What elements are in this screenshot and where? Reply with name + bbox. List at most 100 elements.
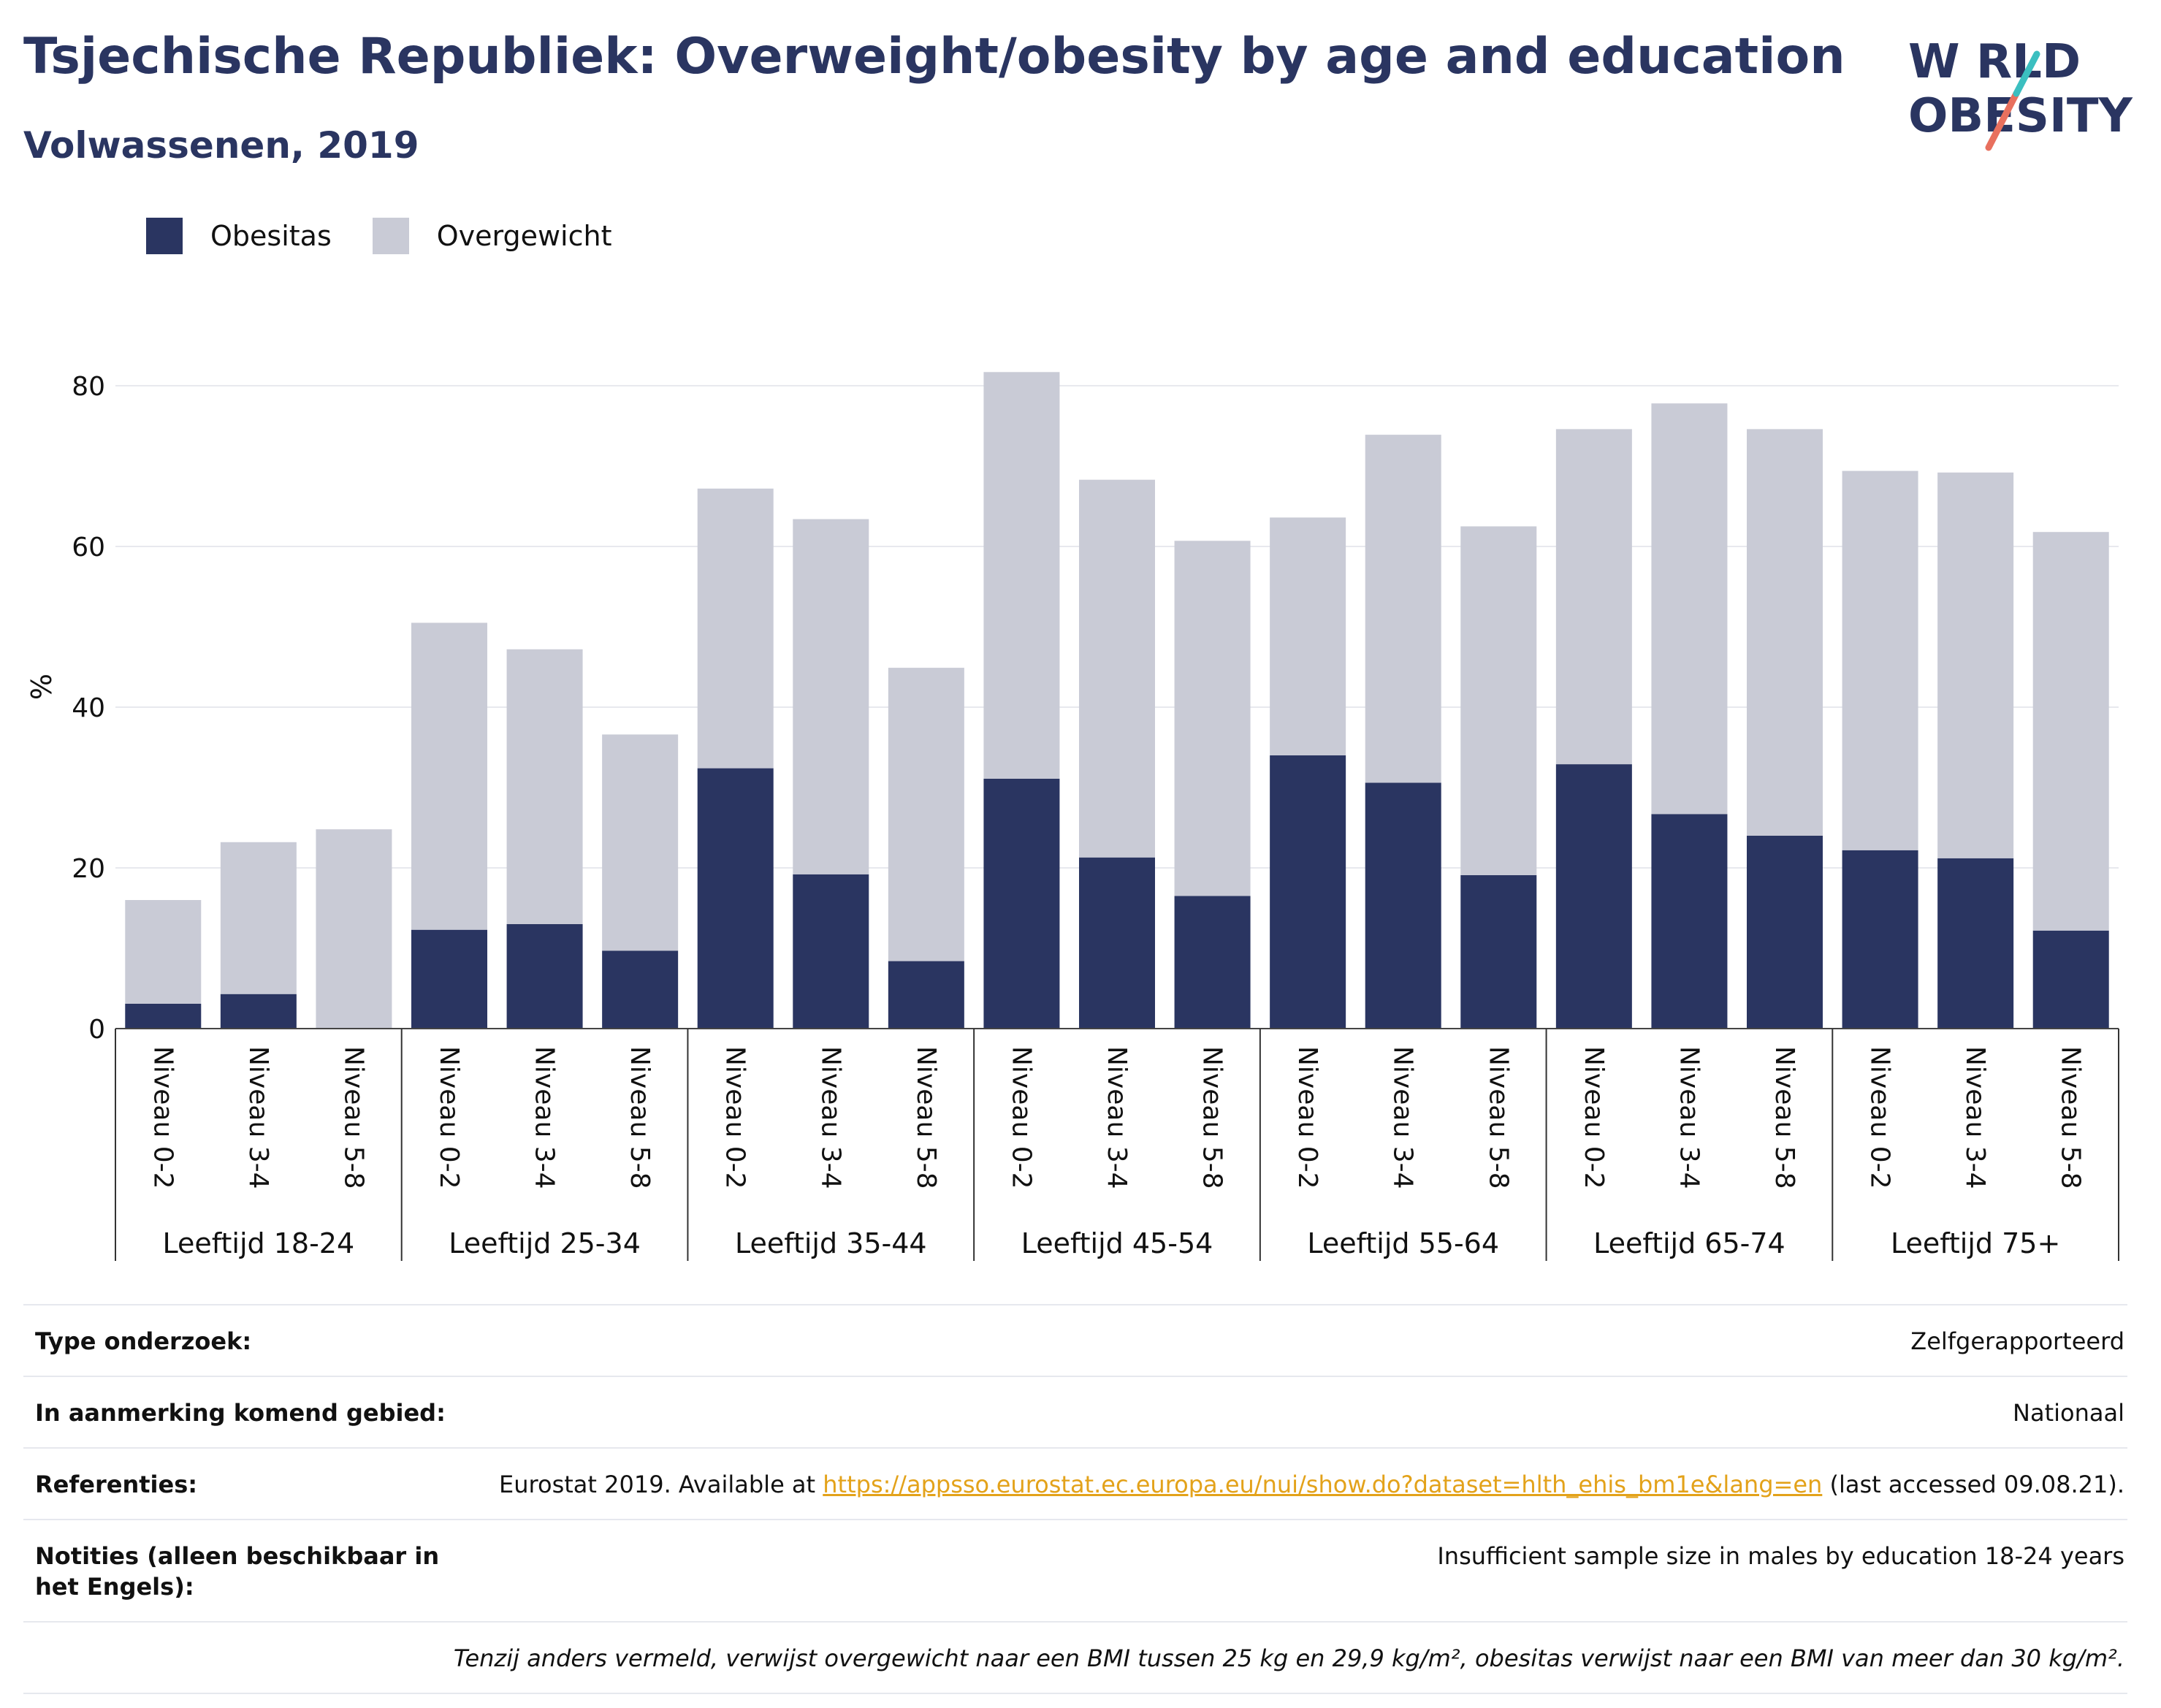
- x-tick-label: Niveau 5-8: [1483, 1046, 1513, 1189]
- bar-obesitas: [1365, 782, 1441, 1029]
- info-row-survey-type: Type onderzoek: Zelfgerapporteerd: [23, 1304, 2127, 1376]
- bar-overgewicht: [506, 649, 583, 924]
- x-tick-label: Niveau 0-2: [1292, 1046, 1322, 1189]
- y-axis-label: %: [26, 674, 58, 700]
- x-tick-label: Niveau 5-8: [2056, 1046, 2086, 1189]
- bar-overgewicht: [1747, 429, 1823, 836]
- x-tick-label: Niveau 0-2: [1579, 1046, 1609, 1189]
- info-label: In aanmerking komend gebied:: [35, 1399, 446, 1427]
- x-tick-label: Niveau 0-2: [148, 1046, 178, 1189]
- x-tick-label: Niveau 0-2: [1006, 1046, 1036, 1189]
- bar-overgewicht: [1842, 470, 1918, 850]
- legend-label-obesitas: Obesitas: [210, 220, 332, 252]
- x-tick-label: Niveau 3-4: [1102, 1046, 1132, 1189]
- bar-overgewicht: [793, 519, 869, 874]
- info-value: Insufficient sample size in males by edu…: [1437, 1542, 2124, 1570]
- bar-overgewicht: [316, 829, 392, 1029]
- group-label: Leeftijd 55-64: [1307, 1227, 1499, 1259]
- bar-overgewicht: [1555, 429, 1632, 765]
- bar-overgewicht: [1651, 403, 1728, 815]
- bar-obesitas: [1079, 857, 1155, 1029]
- bar-obesitas: [1747, 836, 1823, 1029]
- stacked-bar-chart: 0 20 40 60 80% Niveau 0-2 Niveau 3-4 Niveau 5-8…: [26, 372, 2119, 1261]
- legend-swatch-overgewicht: [372, 218, 409, 254]
- x-tick-label: Niveau 0-2: [1865, 1046, 1895, 1189]
- bar-overgewicht: [1270, 517, 1346, 755]
- legend-item-overgewicht[interactable]: Overgewicht: [372, 218, 612, 254]
- bar-overgewicht: [411, 622, 487, 930]
- group-label: Leeftijd 45-54: [1021, 1227, 1213, 1259]
- y-tick-label: 60: [72, 533, 105, 563]
- info-row-footnote: Tenzij anders vermeld, verwijst overgewi…: [23, 1621, 2127, 1694]
- bar-overgewicht: [983, 372, 1060, 779]
- bar-obesitas: [125, 1003, 202, 1029]
- bar-overgewicht: [888, 668, 964, 961]
- footnote: Tenzij anders vermeld, verwijst overgewi…: [453, 1644, 2124, 1672]
- bar-obesitas: [2032, 930, 2109, 1029]
- group-label: Leeftijd 65-74: [1593, 1227, 1785, 1259]
- reference-link[interactable]: https://appsso.eurostat.ec.europa.eu/nui…: [823, 1471, 1823, 1498]
- logo-slash-teal: [2013, 50, 2040, 97]
- x-tick-label: Niveau 3-4: [1674, 1046, 1704, 1189]
- logo-line1: W RLD: [1908, 35, 2081, 89]
- info-value: Nationaal: [2013, 1399, 2124, 1427]
- bar-obesitas: [1555, 764, 1632, 1029]
- y-tick-label: 20: [72, 854, 105, 884]
- bar-obesitas: [888, 961, 964, 1029]
- group-label: Leeftijd 25-34: [449, 1227, 641, 1259]
- bar-obesitas: [983, 778, 1060, 1029]
- info-table: Type onderzoek: Zelfgerapporteerd In aan…: [23, 1304, 2127, 1694]
- legend-label-overgewicht: Overgewicht: [436, 220, 612, 252]
- info-row-area: In aanmerking komend gebied: Nationaal: [23, 1376, 2127, 1447]
- group-label: Leeftijd 75+: [1891, 1227, 2060, 1259]
- bar-overgewicht: [602, 734, 679, 951]
- y-tick-label: 40: [72, 693, 105, 723]
- bar-overgewicht: [697, 488, 774, 769]
- info-value: Zelfgerapporteerd: [1910, 1327, 2124, 1355]
- x-tick-label: Niveau 3-4: [815, 1046, 845, 1189]
- bar-overgewicht: [2032, 532, 2109, 931]
- bar-obesitas: [1842, 850, 1918, 1029]
- bar-obesitas: [1174, 896, 1251, 1029]
- info-row-notes: Notities (alleen beschikbaar in het Enge…: [23, 1519, 2127, 1621]
- info-row-references: Referenties: Eurostat 2019. Available at…: [23, 1447, 2127, 1519]
- group-label: Leeftijd 35-44: [735, 1227, 927, 1259]
- logo-line2: OBESITY: [1908, 89, 2133, 143]
- bar-obesitas: [506, 924, 583, 1029]
- legend-swatch-obesitas: [146, 218, 183, 254]
- y-tick-label: 80: [72, 372, 105, 402]
- world-obesity-logo: W RLD OBESITY: [1908, 35, 2133, 151]
- x-tick-label: Niveau 3-4: [1960, 1046, 1990, 1189]
- logo-slash-coral: [1985, 90, 2020, 151]
- y-tick-label: 0: [88, 1015, 105, 1045]
- bar-overgewicht: [220, 842, 297, 994]
- bar-obesitas: [602, 950, 679, 1029]
- info-label: Notities (alleen beschikbaar in het Enge…: [35, 1542, 440, 1601]
- chart-legend: Obesitas Overgewicht: [146, 218, 653, 254]
- bar-obesitas: [793, 874, 869, 1029]
- x-tick-label: Niveau 5-8: [625, 1046, 655, 1189]
- info-label: Type onderzoek:: [35, 1327, 252, 1355]
- bar-obesitas: [1270, 755, 1346, 1029]
- bar-overgewicht: [1174, 541, 1251, 896]
- bar-overgewicht: [125, 900, 202, 1004]
- info-value: Eurostat 2019. Available at https://apps…: [488, 1469, 2127, 1500]
- bar-obesitas: [220, 994, 297, 1029]
- page-subtitle: Volwassenen, 2019: [23, 124, 419, 167]
- bar-overgewicht: [1937, 472, 2014, 858]
- x-tick-label: Niveau 5-8: [338, 1046, 368, 1189]
- legend-item-obesitas[interactable]: Obesitas: [146, 218, 332, 254]
- info-label: Referenties:: [35, 1471, 198, 1498]
- bar-obesitas: [1937, 858, 2014, 1029]
- x-tick-label: Niveau 5-8: [1769, 1046, 1799, 1189]
- x-tick-label: Niveau 5-8: [911, 1046, 941, 1189]
- bar-overgewicht: [1460, 526, 1537, 875]
- x-tick-label: Niveau 3-4: [243, 1046, 273, 1189]
- bar-obesitas: [1460, 874, 1537, 1029]
- x-tick-label: Niveau 0-2: [434, 1046, 464, 1189]
- group-label: Leeftijd 18-24: [163, 1227, 355, 1259]
- page-title: Tsjechische Republiek: Overweight/obesit…: [23, 28, 1845, 85]
- reference-accessed: (last accessed 09.08.21).: [1822, 1471, 2124, 1498]
- reference-text: Eurostat 2019. Available at: [499, 1471, 823, 1498]
- x-tick-label: Niveau 3-4: [1388, 1046, 1418, 1189]
